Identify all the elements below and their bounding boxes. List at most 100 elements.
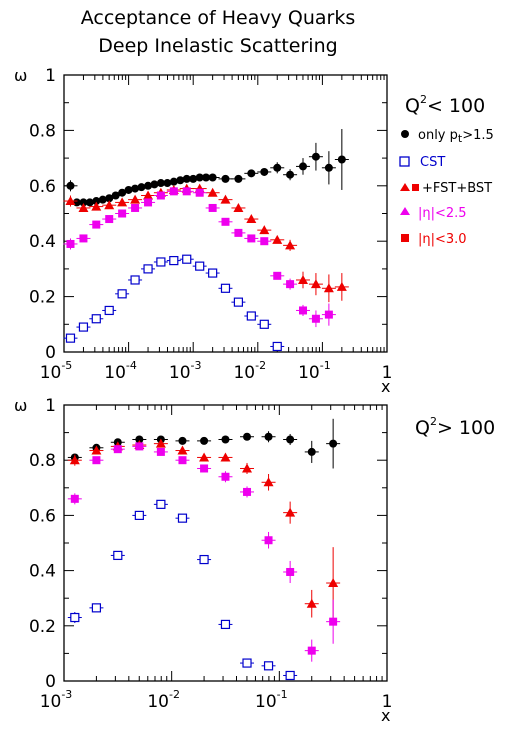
data-point <box>285 670 295 681</box>
data-point <box>70 494 79 503</box>
data-point <box>299 306 308 315</box>
data-point <box>65 333 76 343</box>
data-point <box>242 658 252 668</box>
data-point <box>176 176 185 185</box>
data-point <box>163 179 172 188</box>
legend-entry-cst: CST <box>399 155 445 170</box>
x-tick-label: 10-2 <box>147 688 180 712</box>
q2-label-bottom-rest: > 100 <box>437 417 495 439</box>
data-point <box>98 195 107 204</box>
q2-label-top-sup: 2 <box>420 93 427 106</box>
data-point <box>323 283 334 293</box>
data-point <box>195 261 205 271</box>
data-point <box>177 513 188 523</box>
data-point <box>307 447 316 456</box>
data-point <box>259 225 270 235</box>
q2-label-bottom: Q2> 100 <box>415 415 495 439</box>
q2-label-top-q: Q <box>405 95 420 117</box>
legend-entry-eta-2-5: |η|<2.5 <box>400 206 467 221</box>
data-point <box>169 177 178 186</box>
data-point <box>273 271 282 280</box>
legend-marker-open-square <box>399 156 410 167</box>
data-point <box>69 455 80 465</box>
data-point <box>329 439 338 448</box>
data-point <box>307 646 316 655</box>
data-point <box>85 198 94 207</box>
data-point <box>91 603 102 613</box>
data-point <box>137 183 146 192</box>
data-point <box>135 442 144 451</box>
data-point <box>207 187 218 197</box>
data-point <box>272 341 282 352</box>
svg-text:Q2> 100: Q2> 100 <box>415 415 495 439</box>
data-point <box>220 283 231 293</box>
data-point <box>233 297 244 307</box>
data-point <box>324 163 333 172</box>
data-point <box>92 197 101 206</box>
data-point <box>328 578 339 588</box>
data-point <box>306 598 317 608</box>
data-point <box>113 550 123 561</box>
y-tick-label: 0.2 <box>29 617 56 637</box>
data-point <box>233 202 244 212</box>
data-point <box>105 215 114 224</box>
y-tick-label: 0.8 <box>29 451 56 471</box>
data-point <box>286 280 295 289</box>
data-point <box>144 198 153 207</box>
data-point <box>92 456 101 465</box>
data-point <box>246 311 256 321</box>
data-point <box>286 567 295 576</box>
data-point <box>208 203 217 212</box>
data-point <box>66 181 75 190</box>
data-point <box>130 194 141 204</box>
x-axis-label: x <box>381 377 390 396</box>
x-tick-label: 10-2 <box>233 359 266 383</box>
legend-label-only-pt: only pt>1.5 <box>418 128 494 145</box>
data-point <box>208 268 218 278</box>
data-point <box>285 240 296 250</box>
data-point <box>134 510 144 520</box>
legend-label-cst: CST <box>420 155 445 170</box>
data-point <box>298 274 309 284</box>
data-point <box>105 194 114 203</box>
data-point <box>243 487 252 496</box>
data-point <box>311 152 320 161</box>
data-point <box>221 472 230 481</box>
data-point <box>324 310 333 319</box>
y-tick-label: 1 <box>45 396 56 416</box>
series-cst <box>63 254 285 352</box>
data-point <box>104 200 115 210</box>
data-point <box>113 445 122 454</box>
title-line-2: Deep Inelastic Scattering <box>98 35 337 57</box>
data-point <box>220 619 231 630</box>
data-point <box>143 264 153 274</box>
legend-marker-triangle-magenta <box>400 207 410 215</box>
data-point <box>169 255 179 266</box>
data-point <box>299 162 308 171</box>
data-point <box>208 173 217 182</box>
y-tick-label: 0.4 <box>29 562 56 582</box>
data-point <box>259 319 269 329</box>
data-point <box>131 203 140 212</box>
x-tick-label: 10-3 <box>40 688 73 712</box>
data-point <box>144 181 153 190</box>
y-axis-label: ω <box>14 66 27 85</box>
data-point <box>178 456 187 465</box>
data-point <box>156 257 166 267</box>
data-point <box>111 191 120 200</box>
data-point <box>135 435 144 444</box>
q2-label-bottom-q: Q <box>415 417 430 439</box>
y-tick-label: 0.6 <box>29 177 56 197</box>
data-point <box>78 202 89 212</box>
data-point <box>273 163 282 172</box>
data-point <box>234 228 243 237</box>
x-tick-label: 10-1 <box>298 359 331 383</box>
data-point <box>78 322 89 332</box>
data-point <box>177 445 188 455</box>
data-point <box>247 234 256 243</box>
legend-label-eta-2-5: |η|<2.5 <box>418 206 467 221</box>
q2-label-top: Q2< 100 <box>405 93 485 117</box>
data-point <box>329 617 338 626</box>
data-point <box>199 452 210 462</box>
